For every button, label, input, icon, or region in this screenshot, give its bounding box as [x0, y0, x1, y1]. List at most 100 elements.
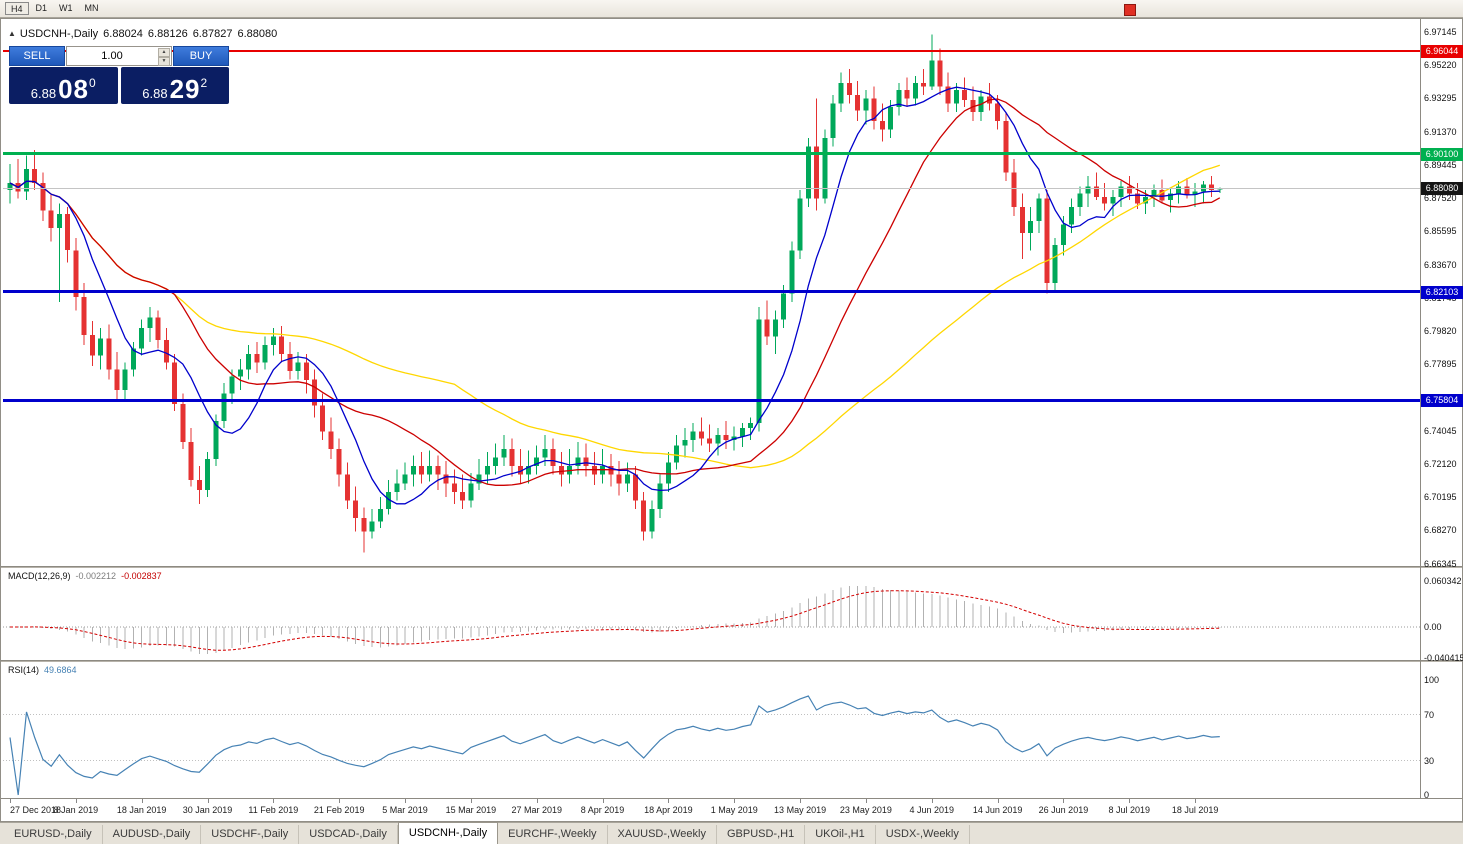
axis-label: 30: [1424, 755, 1435, 766]
axis-label: -0.040415: [1424, 652, 1463, 663]
axis-label: 6.79820: [1424, 326, 1457, 337]
axis-label: 6.91370: [1424, 126, 1457, 137]
date-label: 4 Jun 2019: [909, 805, 955, 815]
chart-tab-gbpusd-h1[interactable]: GBPUSD-,H1: [717, 825, 806, 844]
pane-divider[interactable]: [1, 660, 1462, 662]
macd-pane: [3, 568, 1420, 660]
ma-fast-line: [9, 86, 1220, 505]
candles-series: [7, 34, 1223, 553]
timeframe-button-H4[interactable]: H4: [5, 2, 29, 15]
rsi-line: [9, 695, 1220, 796]
axis-label: 6.72120: [1424, 458, 1457, 469]
date-tick: [10, 799, 11, 803]
macd-main-value: -0.002212: [75, 571, 117, 581]
axis-label: 6.93295: [1424, 93, 1457, 104]
chart-symbol-period: USDCNH-,Daily: [19, 28, 99, 40]
macd-label: MACD(12,26,9) -0.002212 -0.002837: [8, 571, 162, 581]
axis-label: 6.85595: [1424, 226, 1457, 237]
axis-label: 6.77895: [1424, 359, 1457, 370]
chart-tab-xauusd-weekly[interactable]: XAUUSD-,Weekly: [608, 825, 717, 844]
chart-tab-usdx-weekly[interactable]: USDX-,Weekly: [876, 825, 970, 844]
date-label: 27 Mar 2019: [511, 805, 562, 815]
buy-price-point: 2: [200, 76, 208, 90]
date-tick: [207, 799, 209, 803]
date-tick: [668, 799, 670, 803]
date-label: 15 Mar 2019: [445, 805, 497, 815]
date-label: 11 Feb 2019: [248, 805, 299, 815]
axis-label: 100: [1424, 675, 1440, 685]
buy-button[interactable]: BUY: [173, 46, 229, 66]
hline-price-tag: 6.82103: [1421, 285, 1463, 299]
pane-divider[interactable]: [1, 566, 1462, 568]
chart-tab-audusd-daily[interactable]: AUDUSD-,Daily: [103, 825, 202, 844]
price-chart-pane: [3, 19, 1420, 566]
chart-tab-eurchf-weekly[interactable]: EURCHF-,Weekly: [498, 825, 608, 844]
date-tick: [1063, 799, 1065, 803]
chart-tab-eurusd-daily[interactable]: EURUSD-,Daily: [4, 825, 103, 844]
axis-label: 6.66345: [1424, 558, 1457, 569]
date-label: 8 Jul 2019: [1108, 805, 1151, 815]
chart-title: ▲ USDCNH-,Daily 6.88024 6.88126 6.87827 6.880…: [8, 28, 277, 40]
axis-label: 6.68270: [1424, 525, 1457, 536]
sell-button[interactable]: SELL: [9, 46, 65, 66]
volume-input[interactable]: 1.00 ▲ ▼: [66, 46, 172, 66]
axis-label: 70: [1424, 709, 1435, 720]
buy-price-pips: 29: [169, 74, 201, 104]
date-tick: [536, 799, 538, 803]
date-label: 18 Jul 2019: [1171, 805, 1219, 815]
macd-signal-value: -0.002837: [121, 571, 162, 581]
chart-tab-usdchf-daily[interactable]: USDCHF-,Daily: [201, 825, 300, 844]
axis-label: 6.83670: [1424, 259, 1457, 270]
toolbar-red-button[interactable]: [1124, 4, 1136, 16]
hline-price-tag: 6.75804: [1421, 394, 1463, 408]
hline-price-tag: 6.90100: [1421, 147, 1463, 161]
date-axis: 27 Dec 2018 8 Jan 2019 18 Jan 2019 30 Jan 2…: [1, 798, 1462, 821]
buy-price-base: 6.88: [142, 86, 168, 101]
date-tick: [273, 799, 275, 803]
date-tick: [75, 799, 77, 803]
sell-price-display[interactable]: 6.88 08 0: [9, 67, 118, 104]
chart-tab-ukoil-h1[interactable]: UKOil-,H1: [805, 825, 876, 844]
axis-label: 6.70195: [1424, 492, 1457, 503]
date-label: 21 Feb 2019: [313, 805, 365, 815]
axis-label: 6.87520: [1424, 193, 1457, 204]
date-label: 8 Apr 2019: [580, 805, 625, 815]
chart-tab-bar: EURUSD-,Daily AUDUSD-,Daily USDCHF-,Daily U…: [0, 822, 1463, 844]
ohlc-open: 6.88024: [103, 28, 143, 40]
date-label: 18 Apr 2019: [644, 805, 693, 815]
ohlc-low: 6.87827: [192, 28, 233, 40]
date-label: 26 Jun 2019: [1038, 805, 1089, 815]
date-tick: [141, 799, 143, 803]
volume-up-icon[interactable]: ▲: [158, 48, 170, 57]
axis-label: 0.060342: [1424, 575, 1462, 586]
ohlc-high: 6.88126: [147, 28, 188, 40]
axis-label: 0: [1424, 790, 1430, 800]
timeframe-button-W1[interactable]: W1: [59, 3, 73, 13]
rsi-label: RSI(14) 49.6864: [8, 665, 77, 675]
price-axis: 6.97145 6.95220 6.93295 6.91370 6.89445 6.875…: [1421, 19, 1463, 821]
sell-price-point: 0: [89, 76, 96, 90]
buy-price-display[interactable]: 6.88 29 2: [120, 67, 229, 104]
timeframe-button-D1[interactable]: D1: [35, 3, 48, 13]
one-click-trading-panel: SELL 1.00 ▲ ▼ BUY 6.88 08 0 6.88 29 2: [9, 46, 229, 104]
date-tick: [470, 799, 472, 803]
chart-window: 6.97145 6.95220 6.93295 6.91370 6.89445 6.875…: [0, 18, 1463, 822]
date-label: 30 Jan 2019: [182, 805, 233, 815]
date-tick: [405, 799, 407, 803]
timeframe-button-MN[interactable]: MN: [84, 3, 99, 13]
timeframe-buttons: H4 D1 W1 MN: [5, 2, 106, 15]
date-tick: [339, 799, 341, 803]
one-click-toggle-icon[interactable]: ▲: [8, 29, 16, 38]
date-tick: [1195, 799, 1197, 803]
volume-value: 1.00: [101, 50, 123, 62]
date-label: 5 Mar 2019: [382, 805, 428, 815]
chart-tab-usdcnh-daily[interactable]: USDCNH-,Daily: [397, 822, 499, 844]
volume-down-icon[interactable]: ▼: [158, 57, 170, 66]
date-tick: [997, 799, 999, 803]
macd-name: MACD(12,26,9): [8, 571, 71, 581]
date-label: 1 May 2019: [710, 805, 758, 815]
chart-tab-usdcad-daily[interactable]: USDCAD-,Daily: [299, 825, 398, 844]
date-label: 8 Jan 2019: [53, 805, 99, 815]
sell-price-pips: 08: [58, 74, 90, 104]
axis-label: 6.95220: [1424, 60, 1457, 71]
